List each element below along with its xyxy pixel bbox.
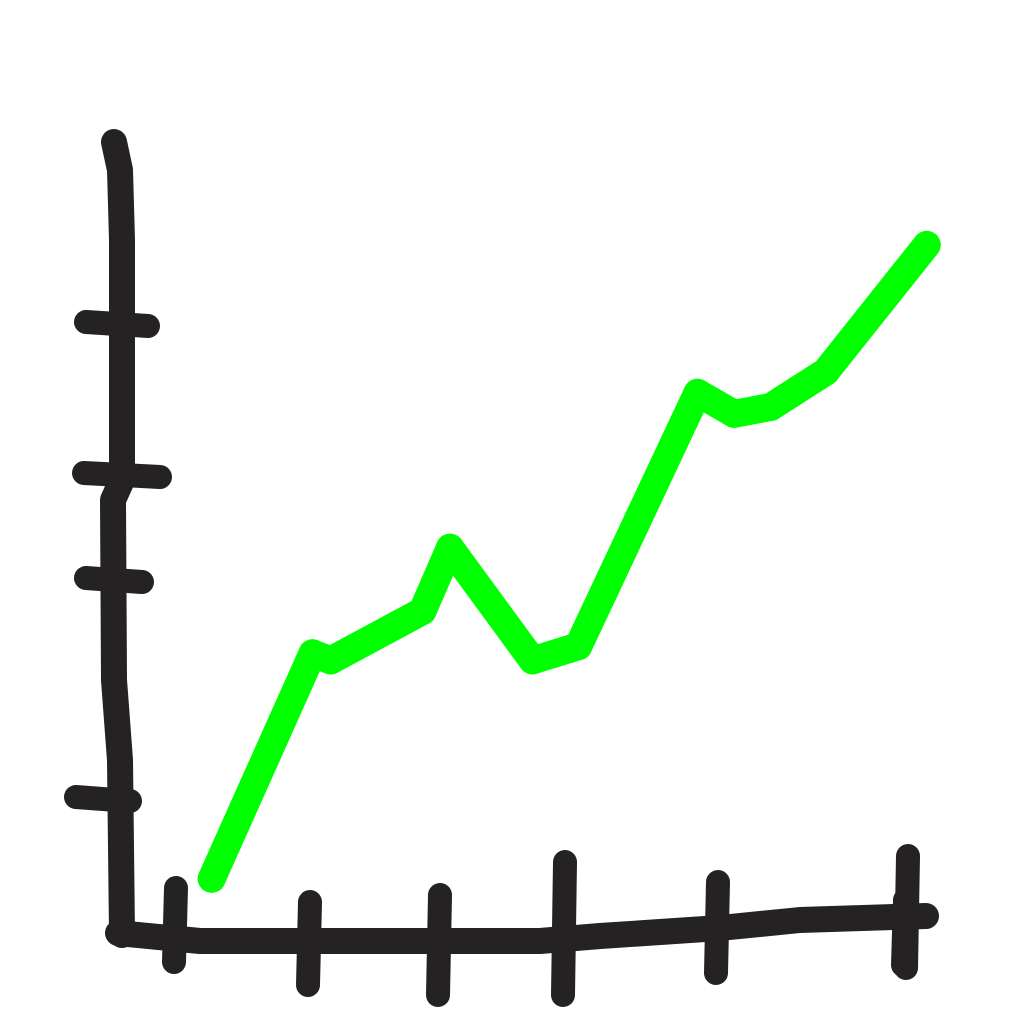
data-point: [683, 378, 712, 407]
x-tick-mark: [426, 883, 452, 1007]
data-point: [316, 646, 345, 675]
x-tick-mark: [296, 890, 322, 997]
series-line: [197, 230, 941, 893]
y-tick-mark: [74, 566, 154, 594]
data-point: [408, 597, 437, 626]
y-axis: [100, 129, 135, 948]
y-tick-mark: [72, 461, 172, 489]
series: [197, 230, 941, 893]
x-tick-mark: [551, 850, 577, 1007]
data-point: [518, 646, 547, 675]
x-tick-mark: [891, 888, 917, 977]
axes: [100, 129, 939, 954]
y-tick-mark: [64, 785, 142, 813]
data-point: [811, 357, 840, 386]
data-point: [720, 399, 749, 428]
data-point: [197, 864, 226, 893]
data-point: [564, 632, 593, 661]
data-point: [436, 533, 464, 562]
x-tick-mark: [162, 876, 188, 974]
x-tick-mark: [704, 870, 730, 985]
data-point: [756, 392, 785, 421]
x-axis: [105, 903, 939, 954]
y-tick-mark: [74, 310, 160, 338]
data-point: [912, 230, 941, 259]
axis-ticks: [64, 310, 920, 1007]
